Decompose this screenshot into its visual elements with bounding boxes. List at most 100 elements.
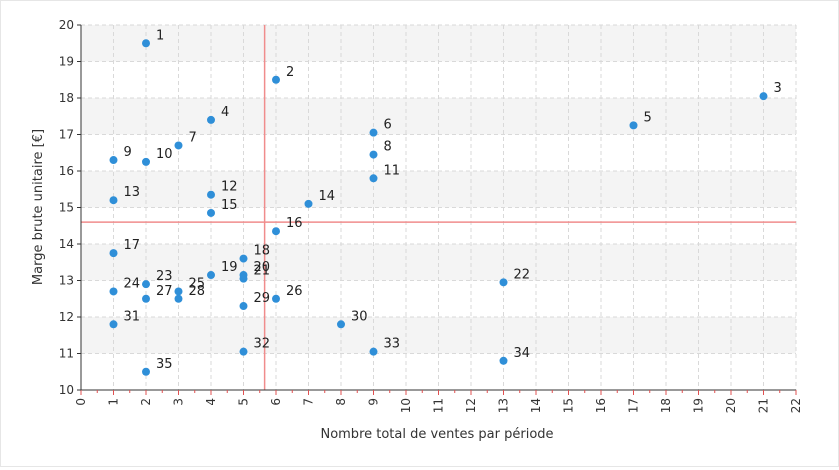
data-point	[759, 92, 768, 101]
x-tick-labels: 0 1 2 3 4 5 6 7 8 9 10 11 12 13 14 15 16 17 18 19 20 21 22	[74, 398, 803, 413]
point-label: 1	[156, 28, 164, 43]
point-label: 12	[221, 180, 238, 195]
point-label: 2	[286, 65, 294, 80]
data-point	[272, 294, 280, 303]
reference-lines	[81, 25, 796, 390]
data-point	[239, 274, 248, 283]
y-tick-label: 17	[59, 128, 74, 142]
data-point	[174, 141, 183, 150]
data-point	[142, 280, 150, 289]
point-label: 5	[644, 110, 652, 125]
data-point	[207, 115, 215, 124]
x-axis-label: Nombre total de ventes par période	[320, 427, 553, 442]
y-tick-label: 16	[59, 164, 74, 178]
x-tick-label: 18	[659, 398, 673, 413]
point-label: 20	[254, 260, 271, 275]
data-point	[629, 121, 638, 130]
y-tick-labels: 10 11 12 13 14 15 16 17 18 19 20	[59, 18, 74, 397]
data-point	[207, 190, 215, 199]
point-label: 14	[319, 189, 336, 204]
point-label: 10	[156, 147, 173, 162]
data-point	[304, 199, 313, 208]
data-point	[499, 356, 508, 365]
data-point	[109, 249, 118, 258]
data-point	[207, 208, 215, 217]
point-label: 13	[124, 185, 141, 200]
point-label: 22	[514, 267, 531, 282]
data-point	[109, 156, 118, 165]
y-tick-label: 20	[59, 18, 74, 32]
point-label: 31	[124, 309, 141, 324]
data-point	[142, 157, 150, 166]
point-label: 4	[221, 105, 229, 120]
data-point	[369, 347, 378, 356]
x-tick-label: 10	[399, 398, 413, 413]
data-point	[142, 39, 150, 48]
x-tick-label: 9	[367, 398, 381, 406]
data-point	[337, 320, 345, 329]
data-point	[174, 294, 183, 303]
y-tick-label: 14	[59, 237, 74, 251]
x-tick-label: 13	[497, 398, 511, 413]
data-point	[109, 196, 118, 205]
x-tick-label: 8	[334, 398, 348, 406]
point-label: 27	[156, 284, 173, 299]
point-label: 18	[254, 244, 271, 259]
point-label: 32	[254, 337, 271, 352]
data-point	[109, 320, 118, 329]
point-label: 3	[774, 81, 782, 96]
x-tick-label: 7	[302, 398, 316, 406]
point-label: 16	[286, 216, 303, 231]
data-point	[369, 150, 378, 159]
y-tick-label: 10	[59, 383, 74, 397]
data-point	[369, 128, 378, 137]
x-tick-label: 3	[172, 398, 186, 406]
y-axis-label: Marge brute unitaire [€]	[31, 129, 46, 285]
x-tick-label: 20	[724, 398, 738, 413]
point-label: 15	[221, 198, 238, 213]
data-points	[109, 39, 768, 376]
point-label: 34	[514, 346, 531, 361]
point-label: 9	[124, 145, 132, 160]
point-label: 30	[351, 309, 368, 324]
y-tick-label: 18	[59, 91, 74, 105]
x-tick-label: 5	[237, 398, 251, 406]
point-label: 23	[156, 269, 173, 284]
point-label: 25	[189, 276, 206, 291]
x-tick-label: 4	[204, 398, 218, 406]
y-tick-label: 11	[59, 347, 74, 361]
data-point	[109, 287, 118, 296]
point-label: 6	[384, 118, 392, 133]
x-tick-label: 15	[562, 398, 576, 413]
x-tick-label: 21	[757, 398, 771, 413]
point-label: 21	[254, 264, 271, 279]
x-tick-label: 22	[789, 398, 803, 413]
x-tick-label: 19	[692, 398, 706, 413]
data-point	[142, 294, 150, 303]
data-point	[272, 227, 280, 236]
point-label: 7	[189, 130, 197, 145]
y-tick-label: 19	[59, 55, 74, 69]
point-label: 35	[156, 357, 173, 372]
data-point	[272, 75, 280, 84]
data-point	[174, 287, 183, 296]
x-tick-label: 6	[269, 398, 283, 406]
data-point	[239, 347, 248, 356]
y-tick-label: 13	[59, 274, 74, 288]
x-tick-label: 1	[107, 398, 121, 406]
x-tick-label: 17	[627, 398, 641, 413]
point-label: 28	[189, 284, 206, 299]
axes	[77, 24, 797, 395]
point-label: 29	[254, 291, 271, 306]
point-label: 17	[124, 238, 141, 253]
point-label: 33	[384, 337, 401, 352]
y-tick-label: 15	[59, 201, 74, 215]
x-tick-label: 16	[594, 398, 608, 413]
data-point	[369, 174, 378, 183]
x-tick-label: 2	[139, 398, 153, 406]
x-tick-label: 12	[464, 398, 478, 413]
grid-lines	[81, 24, 797, 390]
